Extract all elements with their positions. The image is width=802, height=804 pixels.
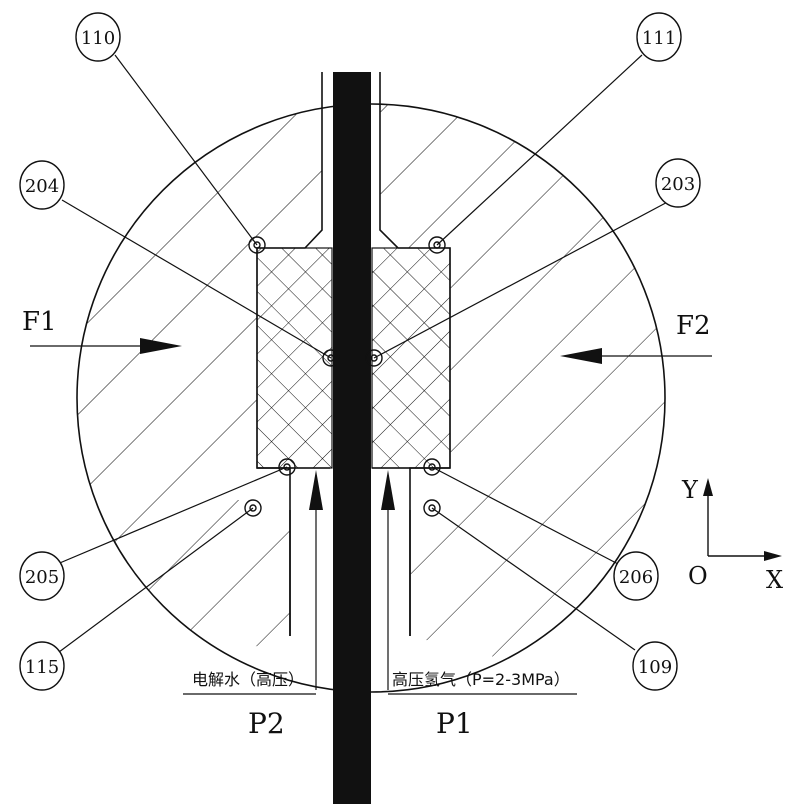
svg-text:P1: P1 [436,707,473,740]
inlet-arrow-left [309,470,323,690]
svg-text:110: 110 [81,28,115,49]
central-shaft [333,72,371,804]
o-rings [244,236,446,517]
svg-text:109: 109 [638,657,672,678]
o-ring-115 [244,499,262,517]
axis-y-label: Y [681,476,699,504]
left-inlet-label: 电解水（高压） P2 [183,670,316,740]
o-ring-203 [365,349,383,367]
o-ring-109 [423,499,441,517]
housing-body [77,104,665,692]
svg-text:203: 203 [661,174,695,195]
right-inlet-label: 高压氢气（P=2-3MPa） P1 [388,670,577,740]
coordinate-axes: Y O X [681,476,783,594]
svg-text:F2: F2 [676,311,711,341]
force-arrow-f1: F1 [22,307,182,354]
o-ring-205 [278,458,296,476]
o-ring-206 [423,458,441,476]
svg-text:高压氢气（P=2-3MPa）: 高压氢气（P=2-3MPa） [392,670,570,689]
callout-109: 109 [632,641,678,691]
o-ring-110 [248,236,266,254]
svg-text:电解水（高压）: 电解水（高压） [192,670,304,689]
svg-text:206: 206 [619,567,653,588]
callout-205: 205 [19,551,65,601]
callout-115: 115 [19,641,65,691]
leader-lines [54,54,676,656]
svg-text:205: 205 [25,567,59,588]
svg-text:204: 204 [25,176,59,197]
inlet-arrow-right [381,470,395,690]
o-ring-204 [322,349,340,367]
seal-packing [256,247,451,469]
svg-text:111: 111 [642,28,676,49]
svg-text:P2: P2 [248,707,285,740]
o-ring-111 [428,236,446,254]
callout-111: 111 [636,12,682,62]
callout-206: 206 [613,551,659,601]
callout-110: 110 [75,12,121,62]
axis-origin-label: O [688,562,708,590]
axis-x-label: X [766,566,783,594]
callout-203: 203 [655,158,701,208]
svg-text:F1: F1 [22,307,57,337]
callout-204: 204 [19,160,65,210]
force-arrow-f2: F2 [560,311,712,364]
svg-text:115: 115 [25,657,59,678]
